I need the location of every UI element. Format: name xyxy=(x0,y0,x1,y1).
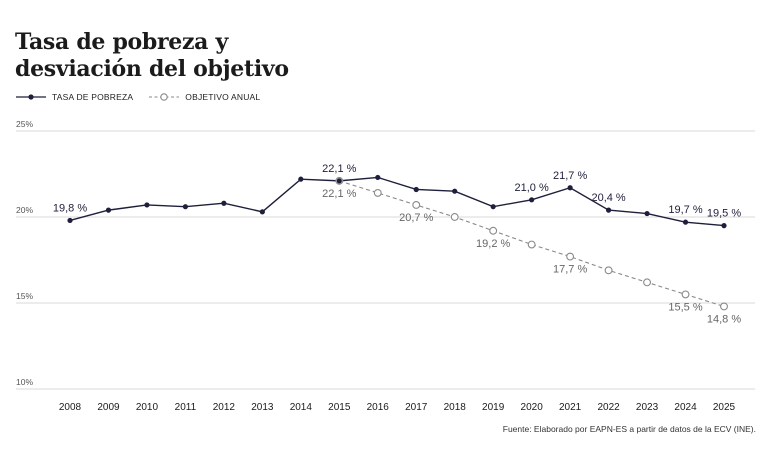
x-tick-label-2021: 2021 xyxy=(559,402,582,413)
target-point-2019 xyxy=(489,226,498,235)
chart-title-line-2: desviación del objetivo xyxy=(15,56,289,82)
legend-swatch-solid-line-icon xyxy=(16,94,46,100)
poverty-point-2009 xyxy=(105,207,112,213)
poverty-point-2018 xyxy=(452,188,458,194)
y-tick-label-15: 15% xyxy=(16,291,33,301)
poverty-point-2020 xyxy=(529,197,535,203)
poverty-point-2021 xyxy=(567,185,573,191)
x-tick-label-2014: 2014 xyxy=(290,402,313,413)
poverty-point-2019 xyxy=(490,204,496,210)
source-note: Fuente: Elaborado por EAPN-ES a partir d… xyxy=(502,424,756,434)
target-point-2023 xyxy=(643,278,652,287)
target-data-label-2021: 17,7 % xyxy=(553,264,587,276)
legend-item-annual-target: OBJETIVO ANUAL xyxy=(149,92,260,102)
target-point-2021 xyxy=(566,252,575,261)
poverty-point-2016 xyxy=(375,174,381,181)
target-point-2018 xyxy=(450,213,459,221)
x-tick-label-2009: 2009 xyxy=(97,402,120,413)
target-data-label-2024: 15,5 % xyxy=(668,301,702,313)
x-tick-label-2019: 2019 xyxy=(482,402,505,413)
x-tick-label-2016: 2016 xyxy=(367,402,390,413)
x-tick-label-2018: 2018 xyxy=(444,402,467,413)
poverty-data-label-2008: 19,8 % xyxy=(53,202,87,214)
y-tick-label-25: 25% xyxy=(16,119,33,129)
x-tick-label-2010: 2010 xyxy=(136,402,159,413)
chart-title: Tasa de pobreza y desviación del objetiv… xyxy=(15,29,289,83)
poverty-point-2024 xyxy=(682,219,689,225)
x-tick-label-2017: 2017 xyxy=(405,402,428,413)
target-data-label-2025: 14,8 % xyxy=(707,313,741,325)
target-point-2017 xyxy=(412,201,421,209)
y-tick-label-20: 20% xyxy=(16,205,33,215)
series-line-annual-target xyxy=(339,180,725,307)
x-tick-label-2022: 2022 xyxy=(597,402,620,413)
legend-label-poverty-rate: TASA DE POBREZA xyxy=(52,92,134,102)
legend-label-annual-target: OBJETIVO ANUAL xyxy=(185,92,261,102)
poverty-point-2022 xyxy=(605,207,612,213)
chart-title-line-1: Tasa de pobreza y xyxy=(15,29,228,55)
legend-item-poverty-rate: TASA DE POBREZA xyxy=(16,92,133,102)
poverty-data-label-2024: 19,7 % xyxy=(668,204,702,216)
poverty-point-2023 xyxy=(644,210,650,217)
poverty-data-label-2025: 19,5 % xyxy=(707,208,741,220)
poverty-point-2015 xyxy=(336,178,342,184)
target-point-2024 xyxy=(681,290,690,299)
poverty-data-label-2015: 22,1 % xyxy=(322,163,356,175)
poverty-point-2014 xyxy=(298,176,304,182)
target-data-label-2019: 19,2 % xyxy=(476,238,510,250)
x-tick-label-2023: 2023 xyxy=(636,402,659,413)
poverty-point-2010 xyxy=(144,202,150,208)
poverty-point-2025 xyxy=(721,223,727,229)
poverty-data-label-2022: 20,4 % xyxy=(591,192,625,204)
chart-legend: TASA DE POBREZA OBJETIVO ANUAL xyxy=(16,90,276,104)
x-tick-label-2020: 2020 xyxy=(521,402,544,413)
legend-swatch-dashed-line-icon xyxy=(149,93,180,101)
poverty-point-2011 xyxy=(182,204,189,210)
x-tick-label-2011: 2011 xyxy=(175,402,197,413)
poverty-point-2008 xyxy=(67,217,73,224)
target-point-2025 xyxy=(720,302,728,311)
poverty-data-label-2021: 21,7 % xyxy=(553,170,587,182)
x-tick-label-2013: 2013 xyxy=(251,402,274,413)
x-tick-label-2024: 2024 xyxy=(674,402,697,413)
poverty-point-2013 xyxy=(259,209,265,215)
poverty-data-label-2020: 21,0 % xyxy=(515,182,549,194)
poverty-point-2012 xyxy=(221,200,227,206)
x-tick-label-2025: 2025 xyxy=(713,402,736,413)
series-line-poverty-rate xyxy=(69,176,725,227)
target-point-2016 xyxy=(373,188,382,197)
poverty-point-2017 xyxy=(413,186,419,193)
x-tick-label-2012: 2012 xyxy=(213,402,236,413)
y-tick-label-10: 10% xyxy=(16,377,33,387)
target-data-label-2017: 20,7 % xyxy=(399,212,433,224)
target-point-2020 xyxy=(527,240,536,249)
x-tick-label-2015: 2015 xyxy=(328,402,351,413)
target-point-2022 xyxy=(604,266,613,275)
target-data-label-2015: 22,1 % xyxy=(322,188,356,200)
x-tick-label-2008: 2008 xyxy=(59,402,82,413)
